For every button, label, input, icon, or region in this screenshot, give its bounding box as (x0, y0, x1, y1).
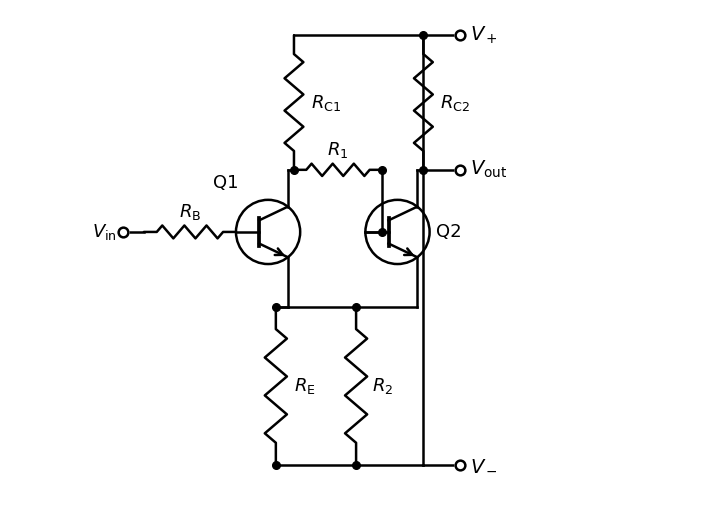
Text: $R_\mathrm{2}$: $R_\mathrm{2}$ (373, 376, 394, 396)
Text: $V_-$: $V_-$ (470, 456, 498, 474)
Text: $R_\mathrm{1}$: $R_\mathrm{1}$ (327, 140, 349, 160)
Text: $R_\mathrm{E}$: $R_\mathrm{E}$ (293, 376, 315, 396)
Text: Q2: Q2 (436, 223, 462, 241)
Text: $R_\mathrm{B}$: $R_\mathrm{B}$ (179, 203, 201, 222)
Text: $R_\mathrm{C1}$: $R_\mathrm{C1}$ (311, 93, 341, 113)
Text: $V_\mathrm{in}$: $V_\mathrm{in}$ (92, 222, 117, 242)
Text: $V_\mathrm{out}$: $V_\mathrm{out}$ (470, 159, 508, 180)
Text: $R_\mathrm{C2}$: $R_\mathrm{C2}$ (440, 93, 470, 113)
Text: Q1: Q1 (213, 174, 238, 192)
Text: $V_+$: $V_+$ (470, 25, 498, 46)
